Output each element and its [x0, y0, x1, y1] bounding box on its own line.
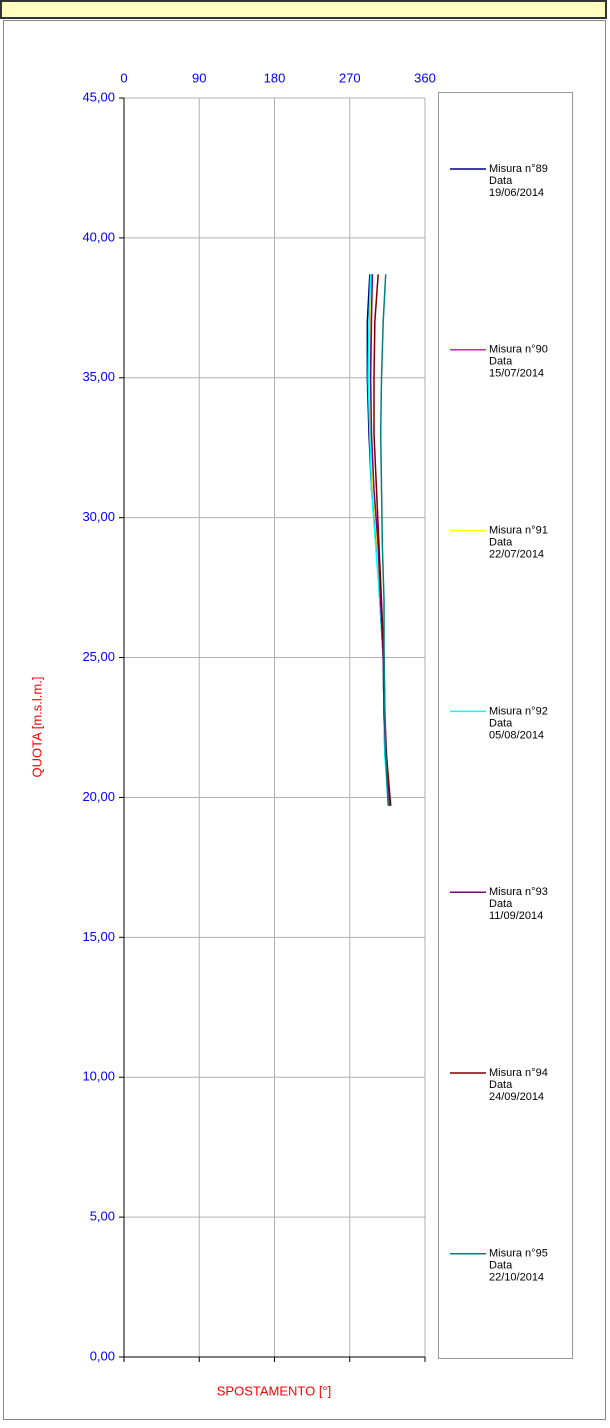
- legend-date-label: Data: [489, 1260, 513, 1272]
- legend-label: Misura n°93: [489, 886, 548, 898]
- legend-date: 22/10/2014: [489, 1272, 544, 1284]
- x-tick-label: 270: [339, 70, 361, 85]
- legend-label: Misura n°92: [489, 705, 548, 717]
- y-tick-label: 40,00: [82, 229, 115, 244]
- legend-date-label: Data: [489, 356, 513, 368]
- legend-date-label: Data: [489, 717, 513, 729]
- y-tick-label: 5,00: [90, 1209, 115, 1224]
- y-axis-title: QUOTA [m.s.l.m.]: [29, 677, 44, 778]
- legend-date: 11/09/2014: [489, 910, 543, 922]
- legend-label: Misura n°89: [489, 163, 548, 175]
- x-tick-label: 0: [120, 70, 127, 85]
- legend-label: Misura n°94: [489, 1067, 548, 1079]
- y-tick-label: 15,00: [82, 929, 115, 944]
- legend-label: Misura n°91: [489, 525, 548, 537]
- legend-label: Misura n°90: [489, 344, 548, 356]
- header-bar: [0, 0, 607, 19]
- legend-date-label: Data: [489, 175, 513, 187]
- y-tick-label: 35,00: [82, 369, 115, 384]
- legend-date: 05/08/2014: [489, 729, 544, 741]
- legend-date-label: Data: [489, 898, 513, 910]
- legend-date: 22/07/2014: [489, 549, 544, 561]
- x-tick-label: 180: [264, 70, 286, 85]
- legend-date: 24/09/2014: [489, 1091, 544, 1103]
- legend-date: 15/07/2014: [489, 368, 544, 380]
- legend-label: Misura n°95: [489, 1248, 548, 1260]
- x-tick-label: 90: [192, 70, 206, 85]
- legend-date-label: Data: [489, 1079, 513, 1091]
- legend-date-label: Data: [489, 537, 513, 549]
- x-axis-title: SPOSTAMENTO [°]: [217, 1383, 332, 1398]
- y-tick-label: 25,00: [82, 649, 115, 664]
- y-tick-label: 10,00: [82, 1069, 115, 1084]
- series-line: [379, 274, 389, 806]
- legend-date: 19/06/2014: [489, 187, 544, 199]
- y-tick-label: 20,00: [82, 789, 115, 804]
- x-tick-label: 360: [414, 70, 436, 85]
- legend-box: [438, 92, 573, 1359]
- y-tick-label: 45,00: [82, 89, 115, 104]
- y-tick-label: 30,00: [82, 509, 115, 524]
- y-tick-label: 0,00: [90, 1348, 115, 1363]
